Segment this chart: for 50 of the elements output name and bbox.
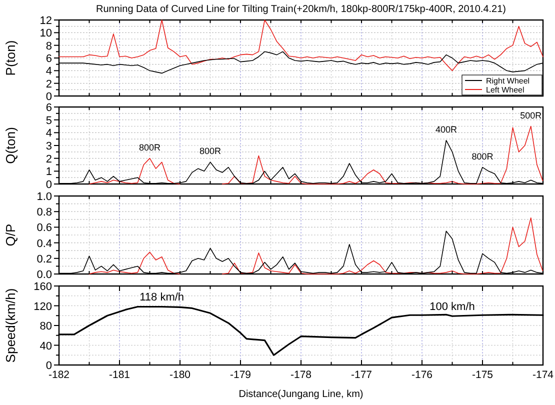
chart-title: Running Data of Curved Line for Tilting Train(+20km/h, 180kp-800R/175kp-400R, 2010.4.21) [96,4,506,15]
y-tick-label: 12 [40,15,52,27]
y-tick-label: 0.2 [36,253,52,266]
y-axis-title: Q(ton) [3,127,18,164]
x-tick-label: -174 [532,369,554,381]
y-tick-label: 8 [46,40,52,52]
x-tick-label: -176 [411,369,433,381]
y-tick-label: 4 [46,66,52,78]
y-tick-label: 0 [46,360,52,372]
x-axis-title: Distance(Jungang Line, km) [238,389,364,400]
annotation: 400R [435,124,458,134]
y-tick-label: 4 [46,128,52,140]
y-tick-label: 40 [40,340,52,352]
x-tick-label: -179 [230,369,252,381]
annotation: 118 km/h [140,292,184,304]
annotation: 800R [472,151,494,162]
annotation: 500R [520,110,542,120]
y-tick-label: 120 [34,300,52,313]
y-tick-label: 1.0 [36,191,52,203]
y-tick-label: 2 [46,153,52,166]
annotation: 100 km/h [430,301,475,314]
legend-label: Right Wheel [486,76,530,86]
y-axis-title: Speed(km/h) [3,288,18,363]
y-tick-label: 3 [46,140,52,152]
y-tick-label: 0.8 [36,206,52,219]
y-tick-label: 0.0 [36,269,52,281]
y-tick-label: 6 [46,53,52,65]
y-tick-label: 6 [46,102,52,114]
x-tick-label: -177 [350,369,372,381]
annotation: 800R [199,146,222,156]
y-tick-label: 1 [46,166,52,178]
x-tick-label: -178 [290,369,312,381]
x-tick-label: -181 [108,369,130,381]
y-tick-label: 80 [40,320,52,332]
x-tick-label: -175 [472,369,494,381]
y-axis-title: P(ton) [3,40,18,76]
y-tick-label: 10 [40,28,52,40]
y-tick-label: 0.4 [36,238,52,250]
y-axis-title: Q/P [3,224,18,246]
y-tick-label: 0.6 [36,222,52,234]
legend-label: Left Wheel [486,86,524,94]
x-tick-label: -182 [48,369,70,381]
y-tick-label: 5 [46,114,52,127]
y-tick-label: 160 [34,281,52,293]
y-tick-label: 0 [46,179,52,191]
x-tick-label: -180 [169,369,191,381]
line-series [58,20,544,72]
annotation: 800R [138,142,162,152]
y-tick-label: 2 [46,78,52,90]
y-tick-label: 0 [46,91,52,103]
